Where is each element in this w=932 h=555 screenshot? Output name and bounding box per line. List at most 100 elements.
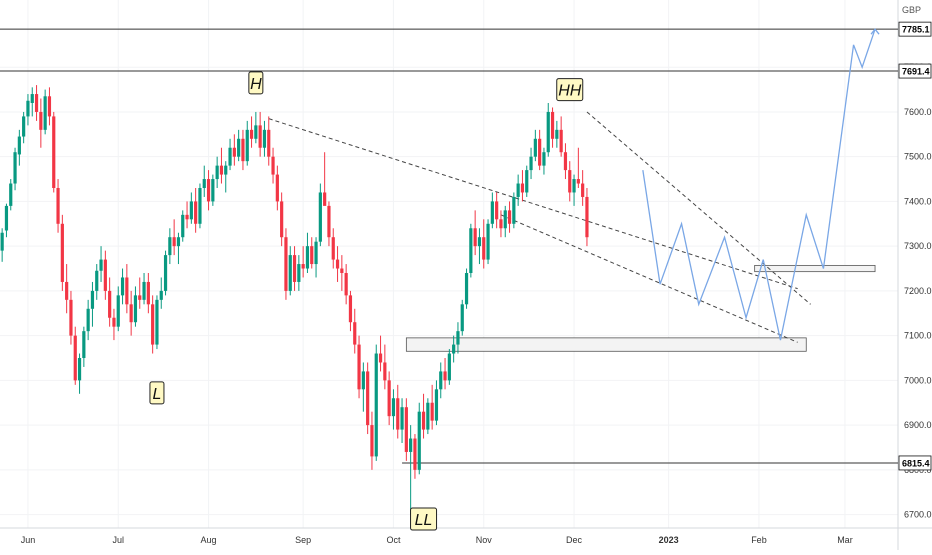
candle-body <box>512 196 516 224</box>
candle-body <box>542 152 546 166</box>
candle-body <box>99 259 103 271</box>
time-tick-label: Dec <box>566 535 583 545</box>
candle-body <box>237 138 241 157</box>
annotation-box <box>410 507 438 531</box>
candle-body <box>443 371 447 381</box>
candle-body <box>297 264 301 282</box>
candle-body <box>168 237 172 256</box>
candle-body <box>486 223 490 260</box>
candle-body <box>189 201 193 220</box>
level-label: 7785.1 <box>902 25 930 35</box>
candle-body <box>525 170 529 193</box>
candle-body <box>77 358 82 381</box>
candle-body <box>194 201 198 224</box>
candle-body <box>353 322 357 345</box>
candle-body <box>215 165 219 180</box>
candle-body <box>344 273 348 296</box>
candle-body <box>555 129 559 139</box>
candle-body <box>585 196 589 238</box>
annotation-label: H <box>250 76 262 93</box>
candle-body <box>60 223 64 282</box>
candle-body <box>43 96 47 130</box>
candle-body <box>340 268 344 273</box>
candle-body <box>39 111 43 130</box>
price-tick-label: 7500.0 <box>904 152 932 162</box>
candle-body <box>138 295 142 300</box>
candle-body <box>271 156 275 175</box>
candle-body <box>357 344 361 390</box>
price-tick-label: 6700.0 <box>904 510 932 520</box>
price-zone <box>754 264 876 273</box>
candle-body <box>198 188 202 224</box>
candle-body <box>301 264 305 269</box>
candle-body <box>503 210 507 229</box>
candle-body <box>133 295 138 323</box>
candle-body <box>185 214 189 220</box>
level-label-box <box>898 21 932 37</box>
candle-body <box>202 179 206 188</box>
trendline-dashed <box>500 214 798 343</box>
candle-body <box>374 353 378 457</box>
price-tick-label: 7000.0 <box>904 375 932 385</box>
trendline-dashed <box>268 118 798 290</box>
candle-body <box>9 183 13 206</box>
candle-body <box>383 362 387 381</box>
price-zone <box>405 337 807 352</box>
candle-body <box>245 129 249 162</box>
candle-body <box>103 259 107 291</box>
price-tick-label: 7600.0 <box>904 107 932 117</box>
candle-body <box>559 129 563 153</box>
trendline-dashed <box>586 111 811 305</box>
candle-body <box>155 299 159 345</box>
candle-body <box>34 94 39 112</box>
candle-body <box>387 380 391 417</box>
level-label-box <box>898 455 932 471</box>
candle-body <box>65 281 69 300</box>
candle-body <box>228 147 232 166</box>
candle-body <box>47 96 52 117</box>
candle-body <box>159 290 163 300</box>
candle-body <box>323 192 327 206</box>
candle-body <box>241 138 245 162</box>
candle-body <box>327 205 331 238</box>
candle-body <box>142 281 146 300</box>
candle-body <box>129 304 133 323</box>
price-tick-label: 7300.0 <box>904 241 932 251</box>
candle-body <box>421 411 426 430</box>
candle-body <box>366 371 370 426</box>
candle-body <box>211 179 215 202</box>
time-tick-label: Jun <box>21 535 36 545</box>
candle-body <box>464 273 469 305</box>
candle-body <box>146 281 150 305</box>
time-tick-label: Mar <box>837 535 853 545</box>
zones <box>405 264 876 352</box>
candle-body <box>495 201 499 220</box>
time-axis: Jun Jul Aug Sep Oct Nov Dec 2023 Feb Mar <box>21 535 853 545</box>
candle-body <box>280 201 284 238</box>
time-tick-label: Nov <box>476 535 493 545</box>
candle-body <box>516 183 520 197</box>
candle-body <box>0 232 4 251</box>
candle-body <box>452 344 456 354</box>
projection-path <box>642 28 880 341</box>
level-label: 6815.4 <box>902 458 930 468</box>
candle-body <box>176 237 181 247</box>
candle-body <box>292 255 297 282</box>
currency-label: GBP <box>902 5 921 15</box>
candle-body <box>348 295 353 323</box>
candle-body <box>262 129 267 148</box>
candle-body <box>520 183 525 193</box>
candle-body <box>378 353 383 363</box>
candles <box>0 85 589 515</box>
candle-body <box>219 165 224 175</box>
candle-body <box>90 290 95 309</box>
candle-body <box>370 425 374 457</box>
candle-body <box>529 156 533 171</box>
candle-body <box>232 147 236 157</box>
price-tick-label: 7200.0 <box>904 286 932 296</box>
candle-body <box>335 259 340 269</box>
candle-body <box>409 438 413 452</box>
candle-body <box>361 371 365 390</box>
